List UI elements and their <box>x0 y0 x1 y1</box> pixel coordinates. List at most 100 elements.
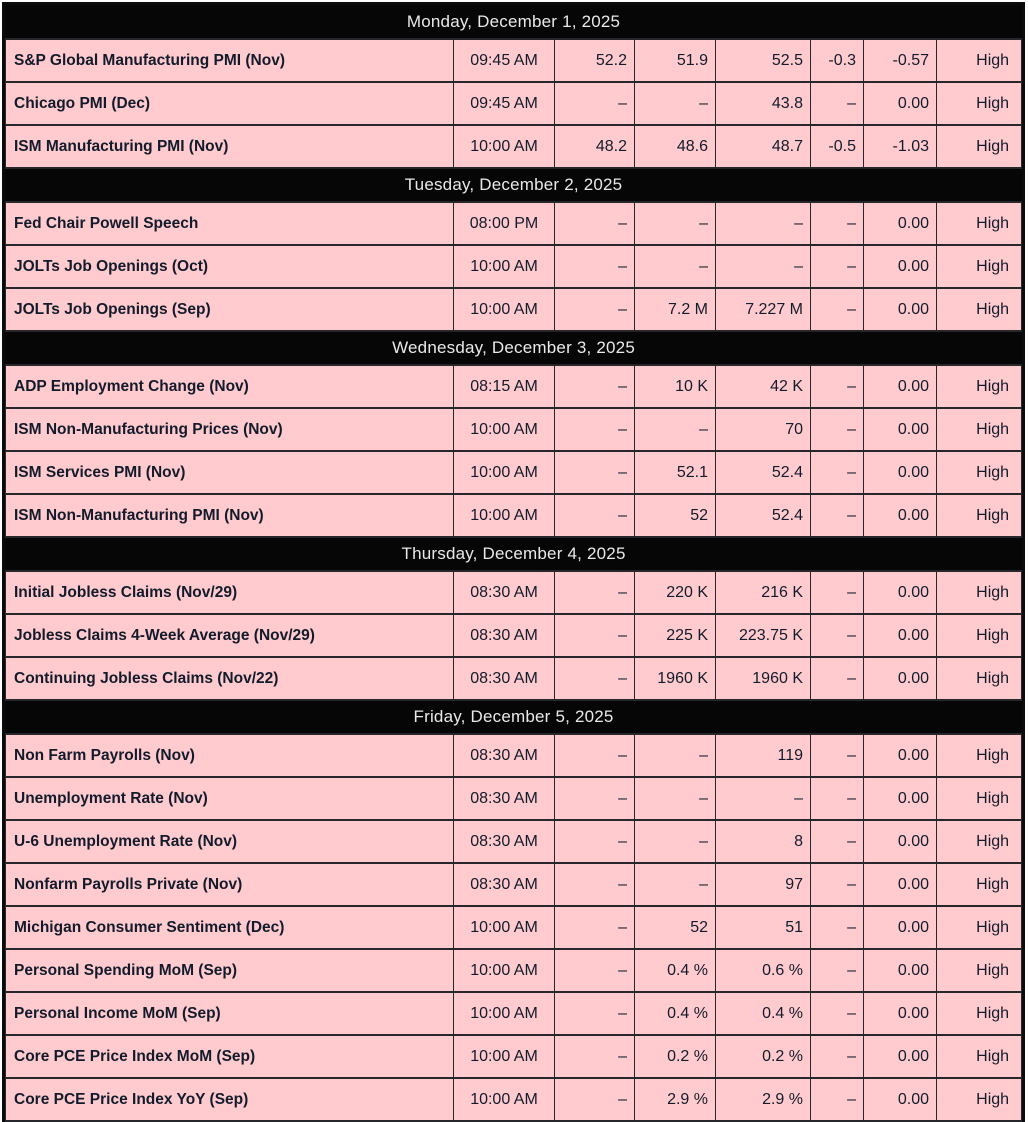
value-cell-change-pct: 0.00 <box>863 776 937 821</box>
value-cell-previous: 52 <box>634 493 716 538</box>
value-cell-actual: – <box>554 1077 635 1122</box>
event-time-cell: 10:00 AM <box>453 948 555 993</box>
value-cell-consensus: 52.4 <box>715 450 811 495</box>
value-cell-actual: – <box>554 570 635 615</box>
value-cell-change-pct: 0.00 <box>863 287 937 332</box>
value-cell-consensus: 52.5 <box>715 38 811 83</box>
date-header: Tuesday, December 2, 2025 <box>4 167 1023 203</box>
value-cell-change: – <box>810 948 864 993</box>
value-cell-previous: 220 K <box>634 570 716 615</box>
value-cell-actual: – <box>554 733 635 778</box>
value-cell-change-pct: 0.00 <box>863 364 937 409</box>
importance-cell: High <box>935 819 1023 864</box>
event-time-cell: 10:00 AM <box>453 905 555 950</box>
value-cell-consensus: 43.8 <box>715 81 811 126</box>
event-name-cell: Unemployment Rate (Nov) <box>5 776 454 821</box>
value-cell-previous: 52.1 <box>634 450 716 495</box>
value-cell-previous: 2.9 % <box>634 1077 716 1122</box>
event-name-cell: U-6 Unemployment Rate (Nov) <box>5 819 454 864</box>
date-header: Wednesday, December 3, 2025 <box>4 330 1023 366</box>
value-cell-previous: 0.4 % <box>634 948 716 993</box>
value-cell-previous: 48.6 <box>634 124 716 169</box>
value-cell-consensus: 216 K <box>715 570 811 615</box>
event-name-cell: Initial Jobless Claims (Nov/29) <box>5 570 454 615</box>
value-cell-consensus: 97 <box>715 862 811 907</box>
date-header-row: Friday, December 5, 2025 <box>4 699 1023 735</box>
value-cell-change: – <box>810 493 864 538</box>
value-cell-consensus: 1960 K <box>715 656 811 701</box>
value-cell-previous: 0.4 % <box>634 991 716 1036</box>
importance-cell: High <box>935 364 1023 409</box>
value-cell-change: – <box>810 1077 864 1122</box>
event-name-cell: Continuing Jobless Claims (Nov/22) <box>5 656 454 701</box>
value-cell-actual: – <box>554 1034 635 1079</box>
value-cell-change: – <box>810 364 864 409</box>
value-cell-change: – <box>810 287 864 332</box>
event-name-cell: Personal Income MoM (Sep) <box>5 991 454 1036</box>
value-cell-actual: – <box>554 656 635 701</box>
value-cell-change: – <box>810 991 864 1036</box>
event-row: Initial Jobless Claims (Nov/29) 08:30 AM… <box>5 570 1023 615</box>
value-cell-change-pct: -1.03 <box>863 124 937 169</box>
importance-cell: High <box>935 287 1023 332</box>
event-row: ISM Services PMI (Nov) 10:00 AM – 52.1 5… <box>5 450 1023 495</box>
importance-cell: High <box>935 38 1023 83</box>
event-name-cell: Core PCE Price Index MoM (Sep) <box>5 1034 454 1079</box>
event-time-cell: 08:30 AM <box>453 819 555 864</box>
date-header-row: Monday, December 1, 2025 <box>4 5 1023 40</box>
value-cell-change: – <box>810 656 864 701</box>
event-time-cell: 10:00 AM <box>453 407 555 452</box>
event-row: Personal Spending MoM (Sep) 10:00 AM – 0… <box>5 948 1023 993</box>
value-cell-actual: – <box>554 287 635 332</box>
value-cell-change: – <box>810 450 864 495</box>
value-cell-actual: – <box>554 613 635 658</box>
importance-cell: High <box>935 81 1023 126</box>
value-cell-consensus: 119 <box>715 733 811 778</box>
value-cell-previous: 51.9 <box>634 38 716 83</box>
event-time-cell: 10:00 AM <box>453 287 555 332</box>
value-cell-actual: – <box>554 776 635 821</box>
importance-cell: High <box>935 905 1023 950</box>
importance-cell: High <box>935 991 1023 1036</box>
value-cell-change: – <box>810 613 864 658</box>
value-cell-change-pct: 0.00 <box>863 991 937 1036</box>
event-row: U-6 Unemployment Rate (Nov) 08:30 AM – –… <box>5 819 1023 864</box>
value-cell-previous: 7.2 M <box>634 287 716 332</box>
event-time-cell: 09:45 AM <box>453 81 555 126</box>
value-cell-change-pct: 0.00 <box>863 656 937 701</box>
value-cell-previous: – <box>634 862 716 907</box>
value-cell-previous: – <box>634 407 716 452</box>
value-cell-change-pct: 0.00 <box>863 948 937 993</box>
event-name-cell: Michigan Consumer Sentiment (Dec) <box>5 905 454 950</box>
event-row: Jobless Claims 4-Week Average (Nov/29) 0… <box>5 613 1023 658</box>
event-name-cell: ISM Non-Manufacturing PMI (Nov) <box>5 493 454 538</box>
value-cell-change-pct: -0.57 <box>863 38 937 83</box>
value-cell-consensus: – <box>715 201 811 246</box>
event-row: Nonfarm Payrolls Private (Nov) 08:30 AM … <box>5 862 1023 907</box>
event-row: Michigan Consumer Sentiment (Dec) 10:00 … <box>5 905 1023 950</box>
event-time-cell: 08:30 AM <box>453 733 555 778</box>
value-cell-change-pct: 0.00 <box>863 201 937 246</box>
value-cell-previous: – <box>634 201 716 246</box>
event-row: Unemployment Rate (Nov) 08:30 AM – – – –… <box>5 776 1023 821</box>
value-cell-consensus: 223.75 K <box>715 613 811 658</box>
value-cell-consensus: 8 <box>715 819 811 864</box>
value-cell-previous: 52 <box>634 905 716 950</box>
calendar-table: Monday, December 1, 2025 S&P Global Manu… <box>4 5 1023 1122</box>
value-cell-change: -0.3 <box>810 38 864 83</box>
value-cell-actual: – <box>554 862 635 907</box>
value-cell-previous: – <box>634 819 716 864</box>
value-cell-change-pct: 0.00 <box>863 613 937 658</box>
event-row: ISM Non-Manufacturing PMI (Nov) 10:00 AM… <box>5 493 1023 538</box>
value-cell-change: – <box>810 201 864 246</box>
value-cell-change-pct: 0.00 <box>863 450 937 495</box>
value-cell-change-pct: 0.00 <box>863 1077 937 1122</box>
date-header: Monday, December 1, 2025 <box>4 5 1023 40</box>
value-cell-change: – <box>810 244 864 289</box>
value-cell-change-pct: 0.00 <box>863 1034 937 1079</box>
event-name-cell: ISM Manufacturing PMI (Nov) <box>5 124 454 169</box>
value-cell-consensus: 7.227 M <box>715 287 811 332</box>
importance-cell: High <box>935 776 1023 821</box>
event-row: ADP Employment Change (Nov) 08:15 AM – 1… <box>5 364 1023 409</box>
event-name-cell: ADP Employment Change (Nov) <box>5 364 454 409</box>
